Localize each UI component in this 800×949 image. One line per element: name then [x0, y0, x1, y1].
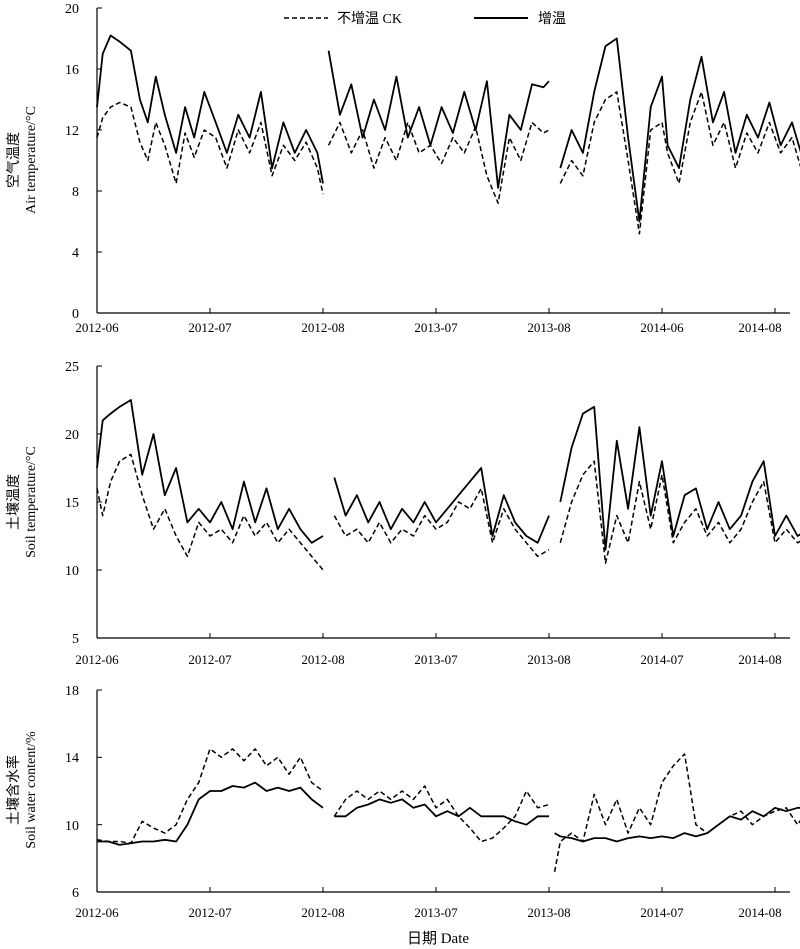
y-axis-label-en: Soil temperature/°C [24, 446, 39, 558]
xtick-label: 2012-07 [188, 652, 232, 667]
ck-series-line [96, 101, 324, 195]
warming-series-line [333, 467, 550, 544]
legend: 不增温 CK 增温 [284, 11, 566, 27]
xtick-label: 2013-07 [414, 905, 458, 920]
x-ticks: 2012-06 2012-07 2012-08 2013-07 2013-08 … [75, 652, 781, 667]
ytick-label: 16 [65, 63, 79, 78]
xtick-label: 2014-07 [640, 652, 684, 667]
ytick-label: 10 [65, 819, 79, 834]
y-ticks: 5 10 15 20 25 [65, 360, 79, 647]
warming-series-line [97, 781, 324, 846]
y-ticks: 6 10 14 18 [65, 684, 79, 901]
panel-soil-water-content: 6 10 14 18 2012-06 2012-07 2012-08 2013-… [5, 684, 800, 947]
ck-series-line [96, 748, 324, 844]
y-ticks: 0 4 8 12 16 20 [65, 2, 79, 322]
xtick-label: 2013-08 [527, 905, 570, 920]
ytick-label: 20 [65, 428, 79, 443]
y-axis-label-cn: 土壤含水率 [5, 755, 22, 825]
warming-series-line [327, 50, 550, 189]
ck-series-line [333, 785, 550, 843]
xtick-label: 2014-08 [738, 652, 781, 667]
ytick-label: 15 [65, 496, 79, 511]
warming-series-line [559, 405, 800, 551]
xtick-label: 2012-06 [75, 652, 119, 667]
ytick-label: 12 [65, 124, 79, 139]
xtick-label: 2014-08 [738, 905, 781, 920]
ck-series-line [559, 460, 800, 564]
warming-series-line [96, 34, 324, 184]
panel-soil-temperature: 5 10 15 20 25 2012-06 2012-07 2012-08 20… [5, 360, 800, 667]
ytick-label: 14 [65, 751, 79, 766]
ytick-label: 5 [72, 632, 79, 647]
y-axis-label-en: Soil water content/% [24, 731, 39, 849]
xtick-label: 2013-08 [527, 652, 570, 667]
warming-series-line [96, 399, 324, 544]
warming-series-line [554, 806, 800, 843]
ytick-label: 6 [72, 886, 79, 901]
ytick-label: 4 [72, 246, 79, 261]
xtick-label: 2013-07 [414, 652, 458, 667]
ytick-label: 25 [65, 360, 79, 375]
ck-series-line [96, 453, 324, 571]
ck-series-line [327, 121, 550, 204]
ytick-label: 0 [72, 307, 79, 322]
y-axis-label-en: Air temperature/°C [24, 106, 39, 214]
ck-series-line [553, 753, 800, 872]
ytick-label: 18 [65, 684, 79, 699]
y-axis-label-cn: 土壤温度 [5, 474, 22, 530]
xtick-label: 2012-07 [188, 320, 232, 335]
xtick-label: 2012-08 [301, 905, 344, 920]
ck-series-line [333, 487, 550, 558]
legend-label-warm: 增温 [538, 11, 566, 27]
ck-series-line [559, 91, 800, 235]
ytick-label: 10 [65, 564, 79, 579]
xtick-label: 2013-08 [527, 320, 570, 335]
xtick-label: 2014-07 [640, 905, 684, 920]
warming-series-line [334, 798, 549, 826]
xtick-label: 2012-06 [75, 320, 119, 335]
xtick-label: 2012-07 [188, 905, 232, 920]
warming-series-line [559, 37, 800, 223]
y-axis-label-cn: 空气温度 [6, 132, 22, 188]
x-ticks: 2012-06 2012-07 2012-08 2013-07 2013-08 … [75, 905, 781, 920]
panel-air-temperature: 0 4 8 12 16 20 2012-06 2012-07 2012-08 2… [6, 2, 800, 335]
ytick-label: 8 [72, 185, 79, 200]
xtick-label: 2014-06 [640, 320, 684, 335]
ytick-label: 20 [65, 2, 79, 17]
legend-label-ck: 不增温 CK [337, 11, 402, 27]
xtick-label: 2013-07 [414, 320, 458, 335]
x-ticks: 2012-06 2012-07 2012-08 2013-07 2013-08 … [75, 320, 781, 335]
xtick-label: 2012-08 [301, 652, 344, 667]
xtick-label: 2012-08 [301, 320, 344, 335]
xtick-label: 2014-08 [738, 320, 781, 335]
x-axis-label: 日期 Date [407, 930, 469, 947]
xtick-label: 2012-06 [75, 905, 119, 920]
